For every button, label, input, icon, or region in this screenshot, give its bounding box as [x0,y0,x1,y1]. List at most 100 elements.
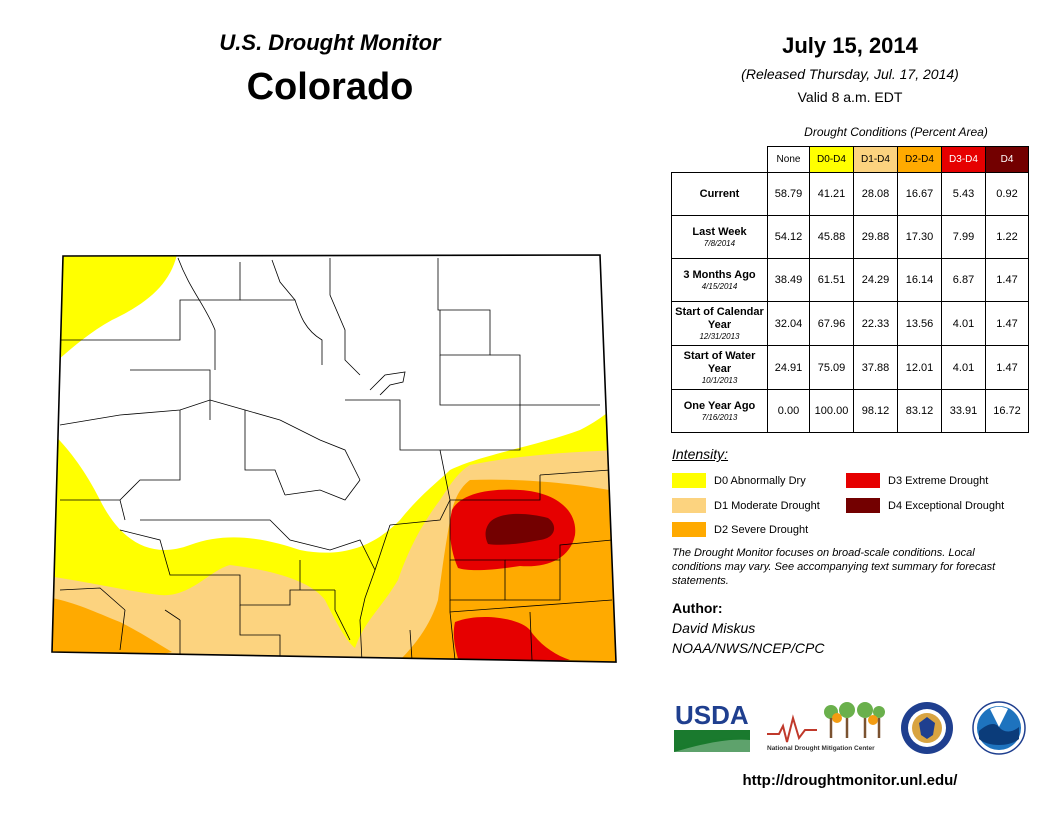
legend-label-d1: D1 Moderate Drought [714,499,820,512]
table-cell: 29.88 [853,215,898,259]
d3-area-southeast [453,617,570,662]
legend-title: Intensity: [672,446,729,462]
col-header-d0-d4: D0-D4 [809,146,854,173]
table-cell: 16.67 [897,172,942,216]
row-label: 3 Months Ago 4/15/2014 [671,258,768,302]
usda-logo: USDA [674,700,750,752]
table-row: One Year Ago 7/16/2013 0.00 100.00 98.12 83.1… [671,389,1029,433]
table-cell: 13.56 [897,301,942,346]
website-url[interactable]: http://droughtmonitor.unl.edu/ [742,772,958,789]
drought-conditions-table: None D0-D4 D1-D4 D2-D4 D3-D4 D4 Current 5… [671,146,1029,433]
legend-item-d2: D2 Severe Drought [672,522,808,537]
legend-swatch-d3 [846,473,880,488]
legend-swatch-d0 [672,473,706,488]
table-cell: 61.51 [809,258,854,302]
noaa-logo [972,701,1026,755]
commerce-seal [901,702,953,754]
col-header-none: None [767,146,810,173]
row-label-text: 3 Months Ago [683,268,756,281]
table-cell: 4.01 [941,301,986,346]
table-cell: 32.04 [767,301,810,346]
legend-label-d4: D4 Exceptional Drought [888,499,1005,512]
col-header-d1-d4: D1-D4 [853,146,898,173]
table-corner [671,146,768,173]
legend-label-d3: D3 Extreme Drought [888,474,989,487]
author-org: NOAA/NWS/NCEP/CPC [672,640,825,656]
state-boundary [51,254,617,663]
table-cell: 1.47 [985,258,1029,302]
legend-label-d2: D2 Severe Drought [714,523,809,536]
table-cell: 1.47 [985,301,1029,346]
table-cell: 41.21 [809,172,854,216]
table-cell: 16.72 [985,389,1029,433]
row-label-text: One Year Ago [683,399,756,412]
table-cell: 100.00 [809,389,854,433]
table-cell: 17.30 [897,215,942,259]
table-cell: 1.47 [985,345,1029,390]
row-label-date: 7/8/2014 [703,238,736,248]
legend-item-d1: D1 Moderate Drought [672,498,820,513]
table-cell: 5.43 [941,172,986,216]
ndmc-logo-text: National Drought Mitigation Center [767,745,875,752]
table-cell: 33.91 [941,389,986,433]
table-header-row: None D0-D4 D1-D4 D2-D4 D3-D4 D4 [671,146,1029,173]
table-row: Start of Water Year 10/1/2013 24.91 75.09 37… [671,345,1029,390]
table-cell: 16.14 [897,258,942,302]
table-cell: 75.09 [809,345,854,390]
table-cell: 6.87 [941,258,986,302]
row-label: Start of Calendar Year 12/31/2013 [671,301,768,346]
row-label: One Year Ago 7/16/2013 [671,389,768,433]
table-cell: 24.91 [767,345,810,390]
table-cell: 28.08 [853,172,898,216]
table-cell: 58.79 [767,172,810,216]
author-name: David Miskus [672,620,756,636]
table-cell: 4.01 [941,345,986,390]
row-label: Last Week 7/8/2014 [671,215,768,259]
table-cell: 83.12 [897,389,942,433]
row-label-text: Start of Water Year [683,349,756,375]
table-row: Last Week 7/8/2014 54.12 45.88 29.88 17.30 7.9… [671,215,1029,259]
map-date: July 15, 2014 [782,33,918,58]
legend-item-d0: D0 Abnormally Dry [672,473,806,488]
table-cell: 38.49 [767,258,810,302]
legend-swatch-d1 [672,498,706,513]
row-label: Start of Water Year 10/1/2013 [671,345,768,390]
row-label: Current [671,172,768,216]
table-cell: 7.99 [941,215,986,259]
row-label-text: Last Week [692,225,747,238]
table-cell: 0.92 [985,172,1029,216]
table-cell: 54.12 [767,215,810,259]
table-row: Start of Calendar Year 12/31/2013 32.04 67.… [671,301,1029,346]
table-cell: 22.33 [853,301,898,346]
row-label-text: Start of Calendar Year [675,305,764,331]
legend-swatch-d2 [672,522,706,537]
table-cell: 37.88 [853,345,898,390]
release-date: (Released Thursday, Jul. 17, 2014) [741,66,959,82]
table-caption: Drought Conditions (Percent Area) [804,125,988,139]
legend-item-d4: D4 Exceptional Drought [846,498,1004,513]
county-lines [59,257,613,662]
author-label: Author: [672,600,723,616]
table-cell: 24.29 [853,258,898,302]
ndmc-logo: National Drought Mitigation Center [767,702,885,752]
state-title: Colorado [246,66,414,108]
row-label-date: 7/16/2013 [701,412,738,422]
table-cell: 12.01 [897,345,942,390]
table-cell: 98.12 [853,389,898,433]
row-label-text: Current [699,187,740,200]
row-label-date: 10/1/2013 [701,375,738,385]
program-title: U.S. Drought Monitor [219,30,441,55]
disclaimer-note: The Drought Monitor focuses on broad-sca… [672,547,996,587]
col-header-d4: D4 [985,146,1029,173]
d0-area-northwest [58,255,178,360]
table-row: Current 58.79 41.21 28.08 16.67 5.43 0.92 [671,172,1029,216]
table-row: 3 Months Ago 4/15/2014 38.49 61.51 24.29 16.1… [671,258,1029,302]
table-cell: 45.88 [809,215,854,259]
col-header-d3-d4: D3-D4 [941,146,986,173]
d4-area [485,513,555,545]
valid-time: Valid 8 a.m. EDT [797,89,903,105]
row-label-date: 12/31/2013 [699,331,740,341]
table-cell: 1.22 [985,215,1029,259]
table-cell: 0.00 [767,389,810,433]
col-header-d2-d4: D2-D4 [897,146,942,173]
